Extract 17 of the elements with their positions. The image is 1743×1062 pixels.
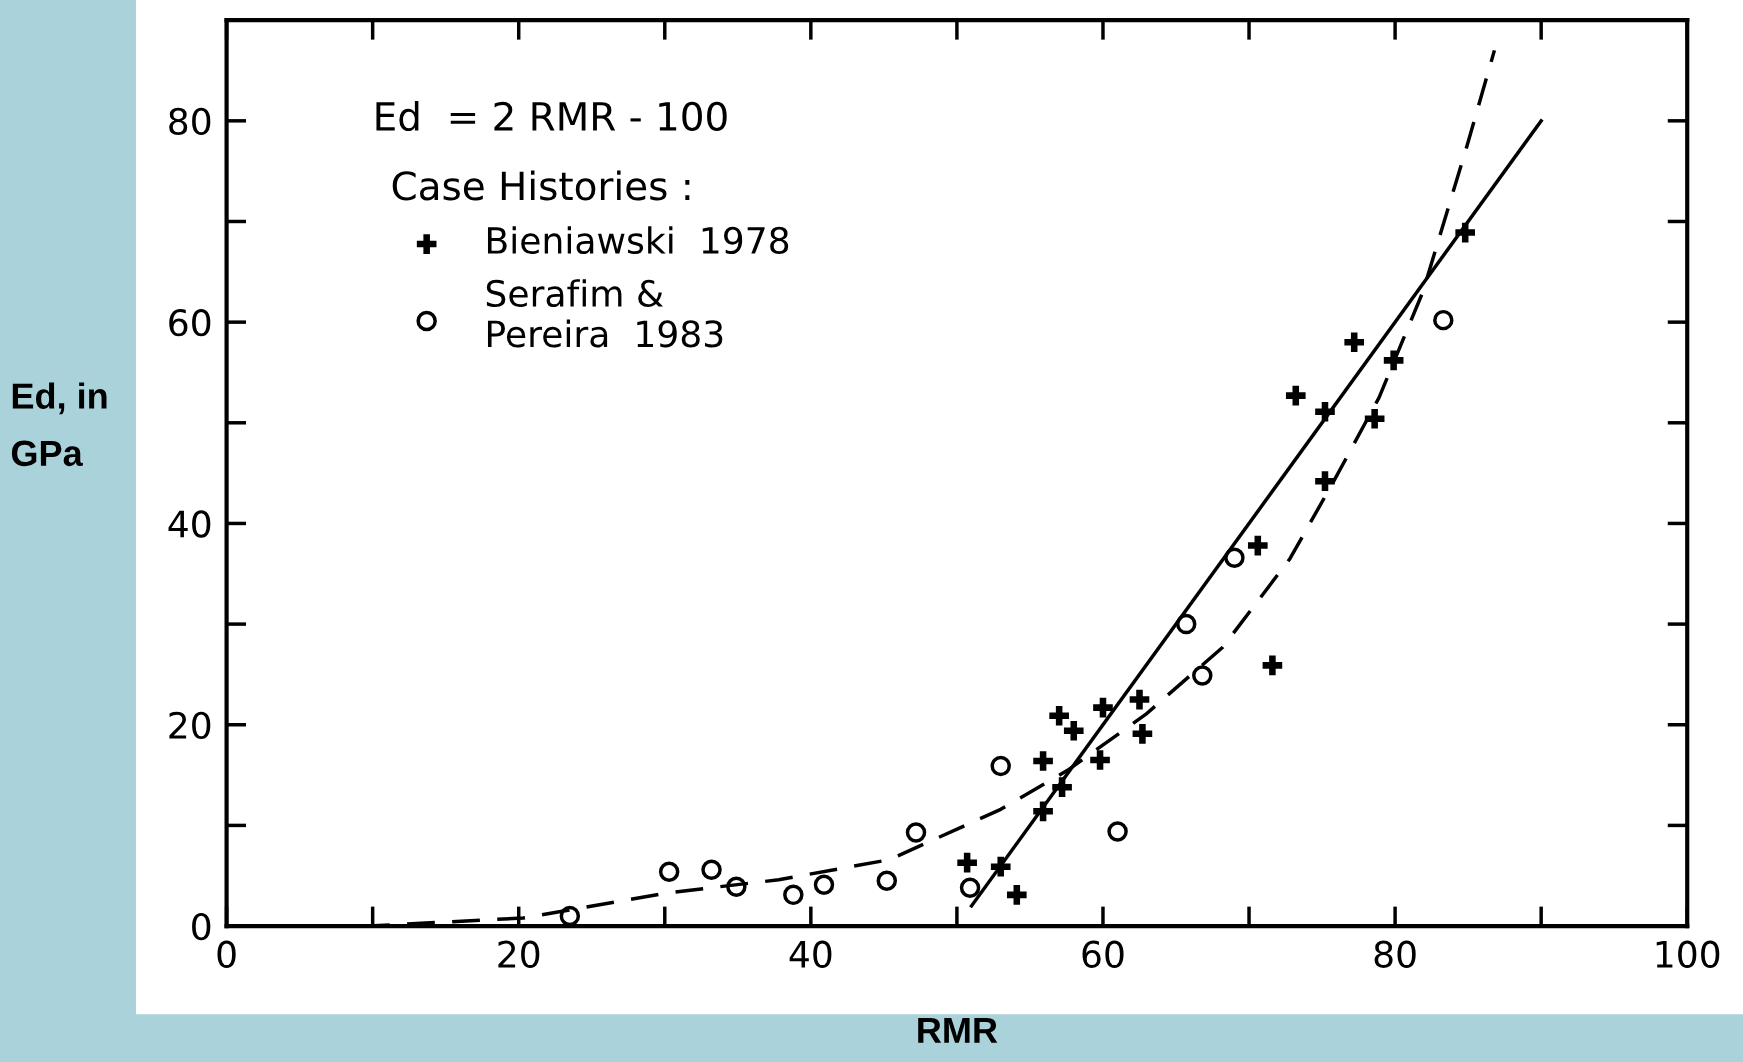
x-tick-label: 0 (217, 940, 236, 968)
y-tick-label: 60 (169, 309, 211, 337)
x-tick-label: 40 (789, 940, 832, 968)
x-tick-label: 60 (1082, 940, 1124, 968)
x-tick-label: 100 (1656, 940, 1720, 968)
annotation: Ed = 2 RMR - 100 (376, 101, 727, 132)
y-tick-label: 80 (169, 107, 211, 136)
y-tick-label: 40 (168, 510, 211, 538)
legend-title: Case Histories : (392, 170, 690, 201)
y-tick-label: 20 (169, 711, 211, 739)
legend-label: Bieniawski 1978 (487, 226, 789, 255)
legend-label: Serafim & Pereira 1983 (486, 279, 723, 348)
x-tick-label: 80 (1374, 940, 1416, 968)
y-tick-label: 0 (192, 912, 211, 941)
x-axis-title: RMR (918, 1017, 998, 1043)
x-tick-label: 20 (498, 940, 540, 968)
y-axis-title: Ed, in GPa (11, 382, 107, 467)
